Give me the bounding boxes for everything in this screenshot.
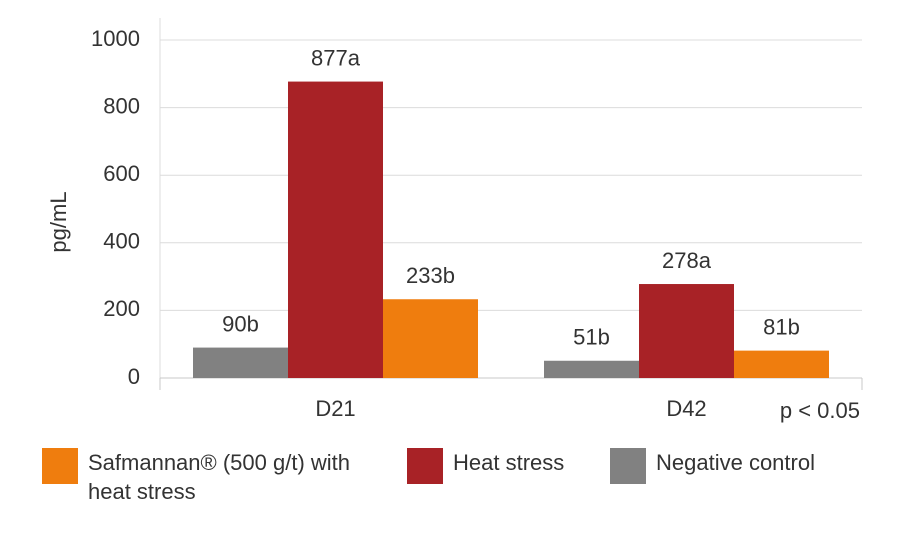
value-label: 51b [573,325,610,350]
legend-label: Safmannan® (500 g/t) with heat stress [88,450,351,504]
y-tick-label: 600 [103,161,140,186]
x-tick-label: D42 [666,396,706,421]
value-label: 877a [311,45,361,70]
y-tick-label: 0 [128,364,140,389]
legend: Safmannan® (500 g/t) with heat stress Hea… [0,448,900,518]
legend-label: Heat stress [453,450,565,475]
bar [193,347,288,378]
x-tick-label: D21 [315,396,355,421]
value-label: 81b [763,314,800,339]
bar [383,299,478,378]
y-tick-label: 1000 [91,26,140,51]
bar [734,350,829,378]
legend-swatch [407,448,443,484]
y-axis-label: pg/mL [46,191,71,252]
y-tick-label: 400 [103,229,140,254]
y-tick-label: 800 [103,93,140,118]
legend-swatch [42,448,78,484]
value-label: 90b [222,311,259,336]
chart: pg/mL p < 0.05 0 200 400 600 800 1000 D21 90b 87… [46,18,863,423]
value-label: 233b [406,263,455,288]
legend-item: Safmannan® (500 g/t) with heat stress [42,448,368,506]
legend-item: Negative control [610,448,900,484]
bar [544,360,639,378]
bar [639,284,734,378]
legend-label: Negative control [656,450,815,475]
legend-item: Heat stress [407,448,643,484]
y-tick-label: 200 [103,296,140,321]
legend-swatch [610,448,646,484]
annotation: p < 0.05 [780,398,860,423]
bar [288,81,383,378]
value-label: 278a [662,248,712,273]
